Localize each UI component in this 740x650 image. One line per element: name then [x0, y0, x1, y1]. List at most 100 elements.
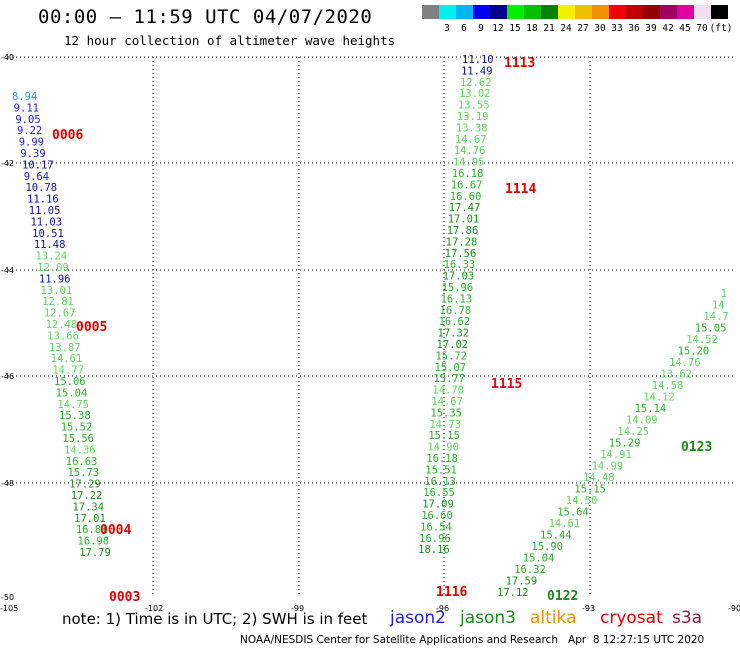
wave-height-value: 16.54	[420, 521, 452, 533]
pass-id-label: 0005	[76, 320, 107, 335]
wave-height-value: 15.56	[62, 433, 94, 445]
wave-height-value: 15.20	[678, 346, 710, 358]
scale-swatch	[507, 5, 524, 19]
scale-swatch	[711, 5, 728, 19]
wave-height-value: 16.18	[452, 168, 484, 180]
scale-swatch	[677, 5, 694, 19]
wave-height-value: 13.87	[49, 342, 81, 354]
wave-height-value: 17.02	[437, 339, 469, 351]
wave-height-value: 15.04	[523, 553, 555, 565]
wave-height-value: 10.17	[22, 159, 54, 171]
wave-height-value: 12.09	[37, 262, 69, 274]
wave-height-value: 11.10	[462, 54, 494, 66]
wave-height-value: 15.06	[54, 376, 86, 388]
wave-height-value: 14.52	[686, 334, 718, 346]
wave-height-value: 15.35	[430, 407, 462, 419]
wave-height-value: 13.01	[41, 285, 73, 297]
wave-height-value: 16.60	[421, 510, 453, 522]
wave-height-value: 17.34	[72, 501, 104, 513]
wave-height-value: 17.56	[445, 248, 477, 260]
scale-label: 33	[611, 23, 623, 34]
wave-height-value: 16.78	[440, 305, 472, 317]
scale-label: 21	[543, 23, 555, 34]
wave-height-value: 13.66	[47, 330, 79, 342]
wave-height-value: 13.38	[456, 122, 488, 134]
wave-height-value: 15.15	[428, 430, 460, 442]
wave-height-value: 13.24	[36, 251, 68, 263]
wave-height-value: 9.99	[19, 137, 44, 149]
scale-label: 36	[628, 23, 640, 34]
wave-height-value: 11.03	[30, 216, 62, 228]
wave-height-value: 14.09	[626, 415, 658, 427]
wave-height-value: 14.95	[453, 157, 485, 169]
lon-tick-label: -99	[291, 604, 304, 613]
wave-height-value: 17.01	[448, 214, 480, 226]
wave-height-value: 14.67	[431, 396, 463, 408]
lat-tick-label: -40	[1, 53, 14, 62]
wave-height-value: 17.29	[69, 479, 101, 491]
wave-height-value: 14.61	[549, 518, 581, 530]
wave-height-value: 15.96	[442, 282, 474, 294]
credit-line: NOAA/NESDIS Center for Satellite Applica…	[240, 634, 705, 646]
wave-height-value: 16.13	[441, 293, 473, 305]
pass-id-label: 0122	[547, 589, 578, 604]
wave-height-value: 16.96	[419, 533, 451, 545]
scale-swatch	[643, 5, 660, 19]
lat-tick-label: -50	[1, 593, 14, 602]
wave-height-value: 16.13	[424, 476, 456, 488]
wave-height-value: 16.81	[76, 524, 108, 536]
wave-height-value: 16.98	[78, 536, 110, 548]
wave-height-value: 8.94	[12, 91, 37, 103]
pass-id-label: 0006	[52, 128, 83, 143]
lon-tick-label: -102	[145, 604, 163, 613]
wave-height-value: 16.62	[439, 316, 471, 328]
wave-height-value: 10.78	[25, 182, 57, 194]
wave-height-value: 15.64	[557, 507, 589, 519]
wave-height-value: 14.50	[566, 495, 598, 507]
wave-height-value: 17.86	[447, 225, 479, 237]
wave-height-value: 17.12	[497, 587, 529, 599]
wave-height-value: 15.72	[435, 350, 467, 362]
scale-label: 9	[478, 23, 484, 34]
lon-tick-label: -90	[728, 604, 740, 613]
wave-height-value: 14.91	[600, 449, 632, 461]
wave-height-value: 16.55	[423, 487, 455, 499]
wave-height-value: 12.62	[460, 77, 492, 89]
scale-swatch	[575, 5, 592, 19]
wave-height-value: 11.48	[34, 239, 66, 251]
scale-label: 6	[461, 23, 467, 34]
wave-height-value: 15.44	[540, 530, 572, 542]
wave-height-value: 15.77	[433, 373, 465, 385]
pass-id-label: 0123	[681, 440, 712, 455]
pass-id-label: 1113	[504, 56, 535, 71]
lon-tick-label: -96	[436, 604, 449, 613]
wave-height-value: 14.77	[52, 365, 84, 377]
lat-tick-label: -46	[1, 372, 14, 381]
scale-swatch	[524, 5, 541, 19]
wave-height-value: 15.90	[531, 541, 563, 553]
scale-swatch	[626, 5, 643, 19]
wave-height-value: 15.07	[434, 362, 466, 374]
wave-height-value: 13.55	[458, 100, 490, 112]
scale-label: 45	[679, 23, 691, 34]
wave-height-value: 13.02	[459, 88, 491, 100]
wave-height-value: 14.61	[51, 353, 83, 365]
wave-height-value: 14.90	[427, 442, 459, 454]
scale-swatch	[490, 5, 507, 19]
scale-label: 70	[696, 23, 708, 34]
wave-height-value: 14.76	[454, 145, 486, 157]
wave-height-value: 10.51	[32, 228, 64, 240]
wave-height-value: 14.25	[617, 426, 649, 438]
footnote: note: 1) Time is in UTC; 2) SWH is in fe…	[62, 610, 368, 628]
scale-label: 39	[645, 23, 657, 34]
lat-tick-label: -42	[1, 159, 14, 168]
wave-height-value: 9.39	[20, 148, 45, 160]
scale-unit: (ft)	[709, 23, 733, 34]
scale-label: 27	[577, 23, 589, 34]
scale-swatch	[609, 5, 626, 19]
wave-height-value: 11.96	[39, 273, 71, 285]
scale-swatch	[558, 5, 575, 19]
wave-height-value: 12.81	[42, 296, 74, 308]
pass-id-label: 0004	[100, 523, 131, 538]
